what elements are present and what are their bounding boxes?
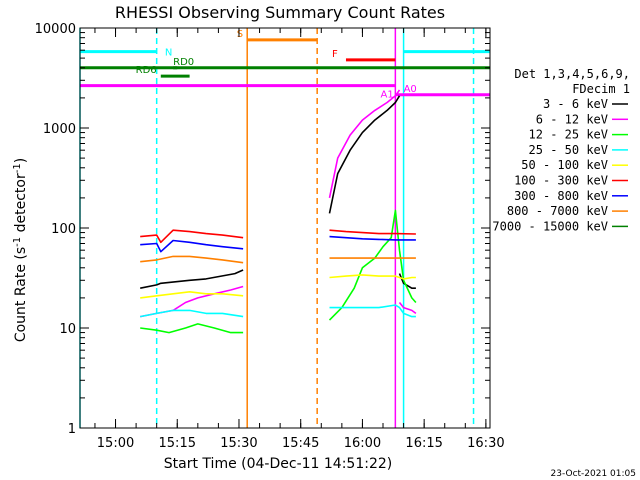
series-3-segment-1 bbox=[329, 304, 416, 318]
legend-entry-6: 300 - 800 keV bbox=[514, 189, 608, 203]
annotation-label-8: A0 bbox=[404, 84, 417, 95]
annotation-label-2: S bbox=[237, 29, 243, 40]
x-tick-label-6: 16:30 bbox=[467, 436, 504, 451]
y-axis-label-sup1: -1 bbox=[12, 237, 23, 247]
annotation-label-7: A1 bbox=[381, 90, 394, 101]
series-4-segment-0 bbox=[140, 290, 244, 299]
y-axis-label-main: Count Rate (s bbox=[13, 247, 29, 342]
x-axis-label: Start Time (04-Dec-11 14:51:22) bbox=[164, 456, 392, 472]
y-axis-label-end: ) bbox=[13, 158, 29, 163]
legend-entry-8: 7000 - 15000 keV bbox=[492, 219, 608, 233]
series-0-segment-0 bbox=[140, 269, 244, 289]
annotation-label-6: RD6 bbox=[136, 65, 157, 76]
y-axis-label: Count Rate (s-1 detector-1) bbox=[12, 158, 30, 342]
series-1-segment-1 bbox=[328, 89, 401, 199]
series-1-segment-0 bbox=[140, 285, 244, 318]
legend-entry-0: 3 - 6 keV bbox=[543, 97, 608, 111]
annotation-label-0: N bbox=[165, 48, 172, 59]
annotation-label-5: RD0 bbox=[173, 57, 194, 68]
x-tick-label-5: 16:15 bbox=[405, 436, 442, 451]
legend-header-1: FDecim 1 bbox=[572, 82, 630, 96]
x-tick-label-0: 15:00 bbox=[97, 436, 134, 451]
axes-frame: 1 10 100 1000 10000 15:00 15:15 15:30 15:45 16:00… bbox=[35, 22, 505, 451]
x-tick-label-1: 15:15 bbox=[159, 436, 196, 451]
legend-entry-3: 25 - 50 keV bbox=[529, 143, 608, 157]
annotation-layer: N S F RD0 RD6 A1 A0 bbox=[79, 28, 490, 428]
y-axis-label-mid: detector bbox=[13, 173, 29, 237]
series-5-segment-0 bbox=[140, 229, 244, 244]
series-layer bbox=[140, 89, 417, 334]
y-tick-label-1: 10 bbox=[59, 322, 76, 337]
legend-entry-7: 800 - 7000 keV bbox=[507, 204, 608, 218]
legend-entry-1: 6 - 12 keV bbox=[536, 112, 608, 126]
legend-header-0: Det 1,3,4,5,6,9, bbox=[514, 67, 630, 81]
x-tick-label-4: 16:00 bbox=[344, 436, 381, 451]
series-1-segment-2 bbox=[398, 301, 417, 315]
y-axis-label-sup2: -1 bbox=[12, 163, 23, 173]
x-tick-label-3: 15:45 bbox=[282, 436, 319, 451]
y-tick-label-3: 1000 bbox=[43, 122, 76, 137]
series-5-segment-1 bbox=[329, 229, 416, 235]
series-3-segment-0 bbox=[140, 309, 244, 318]
annotation-label-3: F bbox=[332, 49, 338, 60]
y-tick-label-0: 1 bbox=[68, 422, 76, 437]
series-6-segment-0 bbox=[140, 239, 244, 253]
x-tick-label-2: 15:30 bbox=[220, 436, 257, 451]
timestamp-footer: 23-Oct-2021 01:05 bbox=[551, 469, 636, 479]
legend-entry-5: 100 - 300 keV bbox=[514, 174, 608, 188]
y-tick-label-4: 10000 bbox=[35, 22, 76, 37]
legend-entry-2: 12 - 25 keV bbox=[529, 128, 608, 142]
chart-title: RHESSI Observing Summary Count Rates bbox=[115, 3, 445, 22]
series-2-segment-1 bbox=[328, 209, 417, 321]
plot-frame bbox=[79, 27, 491, 429]
series-2-segment-0 bbox=[140, 323, 244, 334]
legend-entry-4: 50 - 100 keV bbox=[521, 158, 608, 172]
y-tick-label-2: 100 bbox=[51, 222, 76, 237]
series-6-segment-1 bbox=[329, 235, 416, 241]
series-7-segment-0 bbox=[140, 255, 244, 264]
series-4-segment-1 bbox=[329, 274, 416, 280]
svg-text:Count Rate (s-1 detector-1): Count Rate (s-1 detector-1) bbox=[12, 158, 30, 342]
series-0-segment-1 bbox=[328, 95, 401, 214]
series-0-segment-2 bbox=[398, 273, 416, 290]
